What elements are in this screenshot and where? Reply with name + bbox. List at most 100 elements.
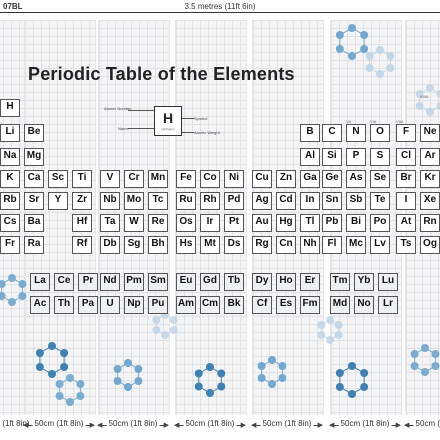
element-tile: Po — [370, 214, 390, 232]
legend-weight-label: Atomic Weight — [194, 130, 220, 135]
element-tile: Dy — [252, 273, 272, 291]
element-tile: Ru — [176, 192, 196, 210]
element-symbol: Bh — [151, 238, 165, 249]
element-tile: Es — [276, 296, 296, 314]
element-tile: Mn — [148, 170, 168, 188]
element-symbol: Ce — [57, 275, 71, 286]
element-symbol: Os — [179, 216, 193, 227]
element-symbol: Ne — [423, 126, 437, 137]
element-tile: H — [0, 99, 20, 117]
element-symbol: Sc — [51, 172, 65, 183]
element-tile: Te — [370, 192, 390, 210]
atom-dot — [152, 326, 161, 334]
element-symbol: Cr — [128, 172, 140, 183]
panel-width-label: 50cm (1ft 8in) — [106, 419, 160, 428]
element-symbol: Hg — [279, 216, 293, 227]
element-tile: Mo — [124, 192, 144, 210]
element-tile: Fe — [176, 170, 196, 188]
atom-dot — [124, 359, 132, 367]
atom-dot — [66, 398, 74, 406]
element-symbol: In — [305, 194, 315, 205]
element-symbol: Se — [373, 172, 387, 183]
element-symbol: P — [352, 150, 360, 161]
element-tile: Am — [176, 296, 196, 314]
atom-dot — [257, 374, 266, 382]
element-tile: In — [300, 192, 320, 210]
element-symbol: Cf — [256, 298, 268, 309]
element-symbol: Cl — [401, 150, 411, 161]
element-symbol: Tb — [227, 275, 241, 286]
atom-dot — [436, 102, 440, 110]
element-tile: Sc — [48, 170, 68, 188]
panel-width-ruler: ◀▶50cm (1ft 8in) — [23, 419, 95, 429]
atom-dot — [134, 365, 143, 373]
atom-dot — [0, 280, 6, 288]
element-tile: Ga — [300, 170, 320, 188]
atom-dot — [415, 90, 424, 98]
element-tile: Rf — [72, 236, 92, 254]
element-symbol: Pm — [126, 275, 142, 286]
element-tile: Cl — [396, 148, 416, 166]
element-tile: Tc — [148, 192, 168, 210]
atom-dot — [8, 274, 16, 282]
element-symbol: Ra — [27, 238, 41, 249]
element-tile: Eu — [176, 273, 196, 291]
element-tile: Ta — [100, 214, 120, 232]
element-tile: Pt — [224, 214, 244, 232]
element-tile: Na — [0, 148, 20, 166]
group-label: VIA — [370, 119, 377, 124]
element-symbol: Rh — [203, 194, 217, 205]
element-symbol: Ca — [27, 172, 41, 183]
element-symbol: Mn — [150, 172, 166, 183]
element-tile: Ti — [72, 170, 92, 188]
element-tile: Ts — [396, 236, 416, 254]
element-symbol: K — [6, 172, 14, 183]
element-tile: Rg — [252, 236, 272, 254]
element-tile: W — [124, 214, 144, 232]
atom-dot — [124, 383, 132, 391]
element-symbol: V — [106, 172, 114, 183]
element-tile: Lu — [378, 273, 398, 291]
element-tile: N — [346, 124, 366, 142]
element-symbol: Hf — [76, 216, 88, 227]
atom-dot — [113, 377, 122, 385]
element-tile: Cu — [252, 170, 272, 188]
atom-dot — [421, 344, 429, 352]
panel-width-label: 50cm (1ft 8in) — [32, 419, 86, 428]
element-symbol: Ho — [279, 275, 293, 286]
element-symbol: Pu — [151, 298, 165, 309]
element-tile: Nh — [300, 236, 320, 254]
element-symbol: I — [404, 194, 408, 205]
element-tile: O — [370, 124, 390, 142]
element-tile: Og — [420, 236, 440, 254]
atom-dot — [134, 377, 143, 385]
element-tile: Mt — [200, 236, 220, 254]
atom-dot — [66, 374, 74, 382]
element-tile: Kr — [420, 170, 440, 188]
element-tile: C — [322, 124, 342, 142]
atom-dot — [169, 316, 178, 324]
atom-dot — [206, 389, 214, 397]
element-tile: Tm — [330, 273, 350, 291]
element-tile: Pa — [78, 296, 98, 314]
atom-dot — [257, 362, 266, 370]
atom-dot — [35, 363, 44, 371]
element-symbol: Er — [304, 275, 316, 286]
atom-dot — [317, 321, 326, 329]
element-symbol: Cn — [279, 238, 293, 249]
element-tile: Se — [370, 170, 390, 188]
atom-dot — [55, 380, 64, 388]
element-symbol: Mt — [204, 238, 216, 249]
element-tile: Er — [300, 273, 320, 291]
atom-dot — [48, 370, 56, 378]
panel-width-label: 50cm (1ft 8in) — [0, 419, 32, 428]
atom-dot — [410, 350, 419, 358]
element-symbol: Ba — [27, 216, 41, 227]
element-tile: Ds — [224, 236, 244, 254]
element-symbol: Mo — [126, 194, 142, 205]
panel-width-label: 50cm (1ft 8in) — [183, 419, 237, 428]
atom-dot — [18, 280, 27, 288]
element-symbol: Ga — [303, 172, 317, 183]
element-tile: Fl — [322, 236, 342, 254]
